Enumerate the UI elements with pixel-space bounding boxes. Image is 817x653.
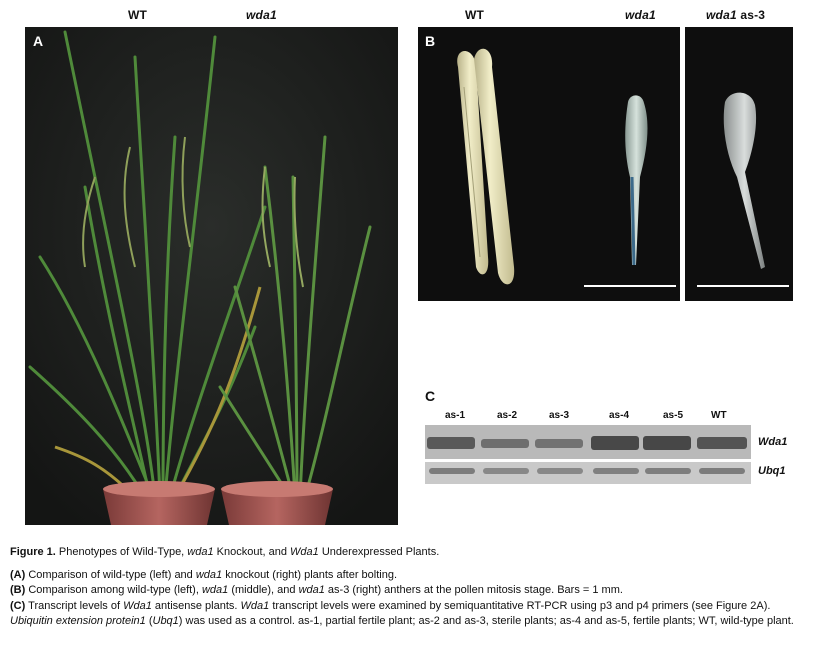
lane-label: WT: [711, 410, 727, 421]
caption-gene: wda1: [201, 584, 229, 597]
gel-band: [537, 468, 583, 474]
gel-band: [427, 437, 475, 449]
gel-band: [643, 436, 691, 450]
gel-blot-ubq1: [425, 462, 751, 484]
lane-label: as-1: [445, 410, 466, 421]
panel-a-letter: A: [33, 33, 44, 49]
panel-b-photo-left: B: [418, 27, 680, 301]
caption-gene: Wda1: [123, 599, 152, 612]
rice-plants-illustration: [25, 27, 398, 525]
caption-text: Comparison among wild-type (left),: [25, 584, 202, 597]
caption-text: Phenotypes of Wild-Type,: [55, 546, 188, 558]
panel-a-label-wda1: wda1: [246, 8, 277, 22]
figure-caption: Figure 1. Phenotypes of Wild-Type, wda1 …: [10, 545, 810, 629]
anther-wt-and-wda1-illustration: [457, 48, 676, 287]
gel-band: [535, 439, 583, 448]
caption-title: Figure 1. Phenotypes of Wild-Type, wda1 …: [10, 545, 810, 560]
caption-gene: wda1: [187, 546, 214, 558]
caption-part-label: (A): [10, 569, 26, 582]
gel-blot-wda1: [425, 425, 751, 459]
caption-part-label: (B): [10, 584, 26, 597]
caption-part-b: (B) Comparison among wild-type (left), w…: [10, 583, 810, 598]
lane-label: as-4: [609, 410, 630, 421]
gel-band: [645, 468, 691, 474]
caption-gene: Wda1: [240, 599, 270, 612]
gel-row-label-ubq1: Ubq1: [758, 465, 786, 477]
panel-b-label-wda1-as3: wda1 as-3: [706, 8, 765, 22]
caption-text: Knockout, and: [213, 546, 291, 558]
panel-b-label-wda1: wda1: [625, 8, 656, 22]
caption-text: knockout (right) plants after bolting.: [222, 569, 398, 582]
panel-b-label-as-gene: wda1: [706, 8, 737, 22]
caption-text: Transcript levels of: [25, 599, 124, 612]
caption-part-c: (C) Transcript levels of Wda1 antisense …: [10, 599, 810, 629]
caption-gene: wda1: [298, 584, 325, 597]
panel-c-letter: C: [425, 388, 436, 404]
gel-lane-labels: as-1 as-2 as-3 as-4 as-5 WT: [425, 410, 755, 424]
caption-part-a: (A) Comparison of wild-type (left) and w…: [10, 568, 810, 583]
gel-band: [481, 439, 529, 448]
caption-text: as-3 (right) anthers at the pollen mitos…: [324, 584, 623, 597]
gel-band: [429, 468, 475, 474]
anther-wda1-as3-illustration: [697, 92, 789, 287]
caption-figure-number: Figure 1.: [10, 546, 56, 558]
lane-label: as-3: [549, 410, 570, 421]
caption-part-label: (C): [10, 599, 26, 612]
caption-gene: wda1: [195, 569, 223, 582]
caption-gene: Ubq1: [152, 614, 179, 627]
panel-a-photo: A: [25, 27, 398, 525]
panel-b-label-as-suffix: as-3: [736, 8, 766, 22]
lane-label: as-5: [663, 410, 684, 421]
caption-text: Underexpressed Plants.: [318, 546, 440, 558]
gel-band: [699, 468, 745, 474]
caption-text: (middle), and: [228, 584, 299, 597]
caption-text: Comparison of wild-type (left) and: [25, 569, 196, 582]
caption-gene: Wda1: [290, 546, 319, 558]
caption-gene: Ubiquitin extension protein1: [10, 614, 146, 627]
gel-band: [591, 436, 639, 450]
panel-b-label-wt: WT: [465, 8, 485, 22]
gel-band: [483, 468, 529, 474]
panel-a-label-wt: WT: [128, 8, 148, 22]
gel-band: [593, 468, 639, 474]
caption-text: transcript levels were examined by semiq…: [269, 599, 771, 612]
gel-row-label-wda1: Wda1: [758, 436, 788, 448]
caption-text: (: [145, 614, 153, 627]
caption-text: antisense plants.: [151, 599, 241, 612]
lane-label: as-2: [497, 410, 518, 421]
panel-b-letter: B: [425, 33, 436, 49]
panel-b-photo-right: [685, 27, 793, 301]
caption-text: ) was used as a control. as-1, partial f…: [178, 614, 794, 627]
gel-band: [697, 437, 747, 449]
